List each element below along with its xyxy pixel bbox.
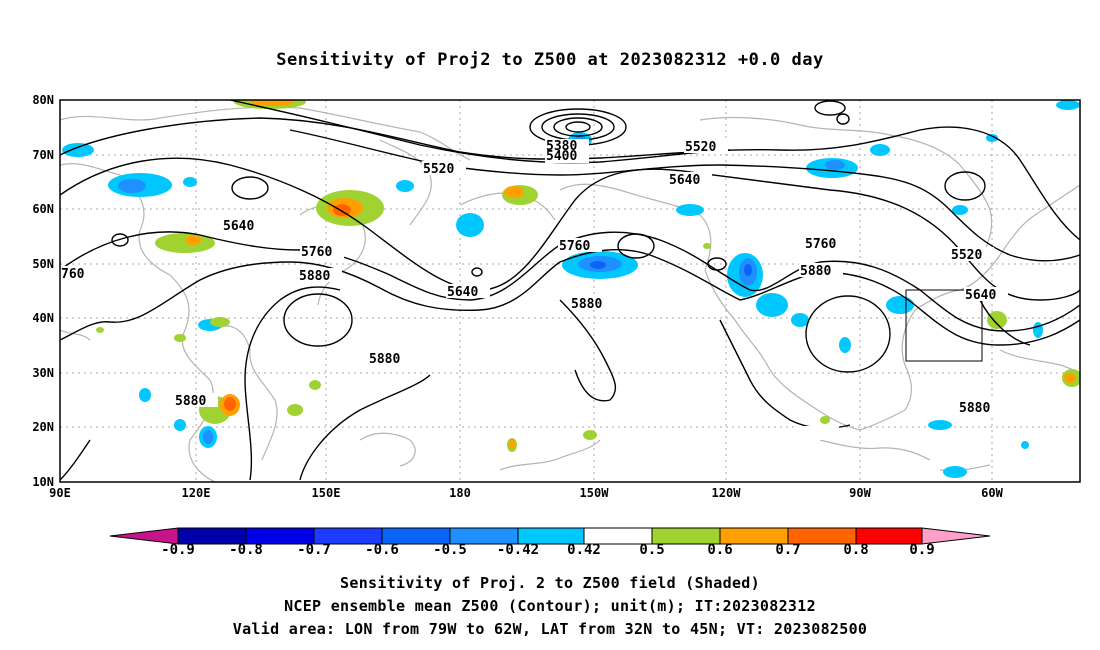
map-title: Sensitivity of Proj2 to Z500 at 20230823… [276,50,824,70]
footer-contour-caption: NCEP ensemble mean Z500 (Contour); unit(… [284,597,816,615]
contour-labels: 5380 5400 5520 5520 5520 5640 5640 5640 … [60,139,1008,440]
lat-label: 30N [32,366,54,380]
contour-label: 5880 [175,394,206,409]
contour-label: 5400 [546,149,577,164]
contour-label: 5880 [800,264,831,279]
contour-label: 5760 [301,245,332,260]
contour-label: 5640 [447,285,478,300]
contour-label: 5880 [571,297,602,312]
lat-label: 60N [32,202,54,216]
map-frame [59,99,1081,483]
footer-shading-caption: Sensitivity of Proj. 2 to Z500 field (Sh… [340,574,760,592]
lat-label: 40N [32,311,54,325]
lon-label: 120W [711,486,741,500]
lon-label: 90E [49,486,71,500]
lat-label: 20N [32,420,54,434]
colorbar-label: 0.6 [707,542,733,558]
lon-label: 150W [579,486,609,500]
contour-label: 5640 [669,173,700,188]
contour-label: 5880 [369,352,400,367]
lat-label: 80N [32,93,54,107]
colorbar [109,527,991,545]
colorbar-label: 0.7 [775,542,801,558]
colorbar-label: 0.8 [843,542,869,558]
lat-label: 10N [32,475,54,489]
colorbar-label: 0.42 [567,542,601,558]
lon-label: 180 [449,486,471,500]
footer-valid-area-caption: Valid area: LON from 79W to 62W, LAT fro… [232,620,868,638]
contour-label: 5880 [299,269,330,284]
valid-area-box [905,289,983,362]
contour-label: 5760 [559,239,590,254]
contour-label: 5760 [805,237,836,252]
lon-label: 90W [849,486,871,500]
colorbar-label: -0.9 [161,542,195,558]
contour-label: 5520 [423,162,454,177]
lon-label: 120E [181,486,211,500]
colorbar-label: 0.5 [639,542,665,558]
colorbar-label: -0.42 [496,542,540,558]
lon-label: 60W [981,486,1003,500]
lat-label: 50N [32,257,54,271]
contour-label: 5520 [685,140,716,155]
contour-label: 5380 [546,139,577,154]
contour-label: 760 [61,267,85,282]
colorbar-label: -0.8 [229,542,263,558]
contour-label: 5640 [223,219,254,234]
colorbar-label: -0.6 [365,542,399,558]
contour-label: 5640 [965,288,996,303]
colorbar-label: -0.5 [433,542,467,558]
colorbar-right-tip [921,527,991,545]
colorbar-label: 0.9 [909,542,935,558]
contour-label: 5880 [959,401,990,416]
contour-label: 5520 [951,248,982,263]
z500-contours [60,100,1080,481]
colorbar-label: -0.7 [297,542,331,558]
lon-label: 150E [311,486,341,500]
lat-label: 70N [32,148,54,162]
